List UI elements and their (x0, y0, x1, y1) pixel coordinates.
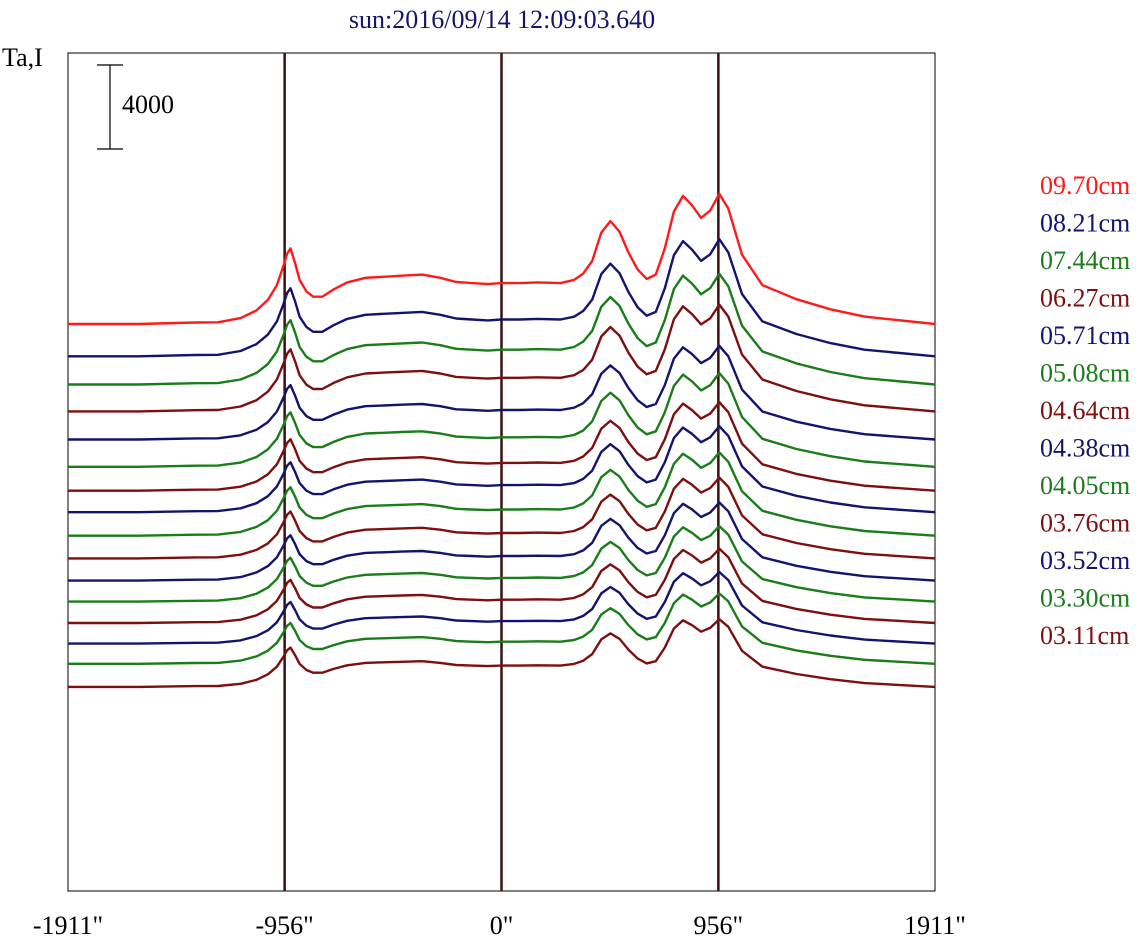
legend-item-11: 03.30cm (1040, 584, 1130, 613)
series-line-3 (68, 303, 936, 413)
legend-item-12: 03.11cm (1040, 621, 1129, 650)
series-line-9 (68, 476, 936, 560)
legend-item-9: 03.76cm (1040, 509, 1130, 538)
x-tick-label-1: -956" (255, 911, 313, 940)
x-tick-label-0: -1911" (33, 911, 103, 940)
series-line-8 (68, 451, 936, 537)
legend-item-8: 04.05cm (1040, 471, 1130, 500)
legend-item-10: 03.52cm (1040, 546, 1130, 575)
scale-bar: 4000 (97, 64, 174, 150)
x-tick-label-2: 0" (490, 911, 514, 940)
series-line-1 (68, 238, 936, 358)
series-line-7 (68, 425, 936, 514)
vertical-markers (283, 53, 720, 891)
legend-item-0: 09.70cm (1040, 171, 1130, 200)
series-line-10 (68, 501, 936, 582)
legend-item-1: 08.21cm (1040, 209, 1130, 238)
x-tick-label-4: 1911" (904, 911, 966, 940)
series-line-15 (68, 618, 936, 689)
series-line-12 (68, 547, 936, 625)
legend-item-2: 07.44cm (1040, 246, 1130, 275)
x-tick-label-3: 956" (694, 911, 744, 940)
series-lines (68, 192, 936, 689)
legend: 09.70cm 08.21cm 07.44cm 06.27cm 05.71cm 05.08… (1040, 171, 1130, 650)
series-line-11 (68, 524, 936, 603)
series-line-4 (68, 344, 936, 441)
legend-item-7: 04.38cm (1040, 434, 1130, 463)
series-line-2 (68, 272, 936, 386)
x-tick-labels: -1911" -956" 0" 956" 1911" (33, 911, 966, 940)
series-line-0 (68, 192, 936, 326)
series-line-13 (68, 570, 936, 645)
scale-bar-label: 4000 (122, 90, 174, 119)
series-line-5 (68, 371, 936, 468)
series-line-6 (68, 401, 936, 492)
series-line-14 (68, 592, 936, 665)
legend-item-5: 05.08cm (1040, 359, 1130, 388)
legend-item-6: 04.64cm (1040, 396, 1130, 425)
legend-item-3: 06.27cm (1040, 284, 1130, 313)
legend-item-4: 05.71cm (1040, 321, 1130, 350)
chart-title: sun:2016/09/14 12:09:03.640 (349, 5, 655, 34)
y-axis-label: Ta,I (2, 43, 43, 72)
